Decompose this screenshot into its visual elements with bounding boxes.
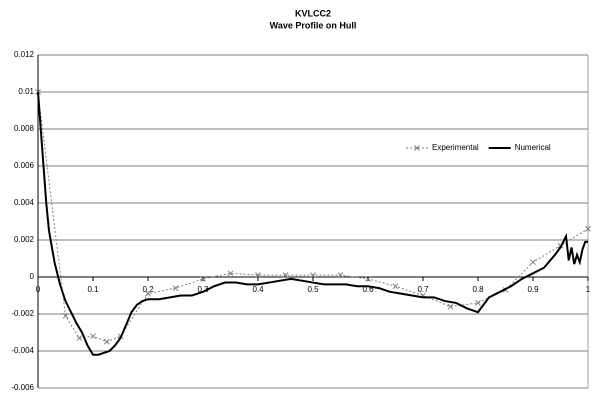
legend-label: Numerical [515,143,551,152]
data-marker [103,338,110,345]
legend-label: Experimental [432,143,479,152]
data-marker [255,272,261,279]
data-marker [172,285,179,291]
data-marker [365,275,371,282]
x-tick-label: 0.1 [87,285,99,294]
data-marker [62,312,69,319]
chart-subtitle: Wave Profile on Hull [270,20,357,30]
y-tick-label: -0.004 [11,346,34,355]
data-marker [227,270,234,277]
y-tick-label: 0.002 [14,235,35,244]
x-tick-label: 0.7 [417,285,429,294]
y-tick-label: 0 [30,272,35,281]
data-marker [200,275,206,282]
x-tick-label: 0.6 [362,285,374,294]
chart-title: KVLCC2 [295,8,331,18]
data-marker [585,226,591,232]
x-tick-label: 0.8 [472,285,484,294]
series-line [37,91,588,356]
data-marker [310,272,316,279]
y-tick-label: -0.006 [11,383,34,392]
data-marker [447,303,454,310]
x-tick-label: 0 [36,285,41,294]
x-tick-label: 1 [586,285,591,294]
x-tick-label: 0.4 [252,285,264,294]
x-tick-label: 0.3 [197,285,209,294]
data-marker [530,259,536,266]
data-marker [392,283,399,290]
y-tick-label: 0.008 [14,124,35,133]
y-tick-label: 0.004 [14,198,35,207]
data-marker [76,335,83,341]
x-tick-label: 0.5 [307,285,319,294]
data-marker [90,333,96,340]
series-line [37,91,589,343]
x-tick-label: 0.2 [142,285,154,294]
y-tick-label: 0.012 [14,50,35,59]
legend-marker [414,145,420,151]
data-marker [282,272,289,279]
x-tick-label: 0.9 [527,285,539,294]
y-tick-label: 0.006 [14,161,35,170]
y-tick-label: -0.002 [11,309,34,318]
y-tick-label: 0.01 [18,87,34,96]
data-marker [337,272,344,279]
data-marker [145,290,151,297]
data-marker [475,300,481,306]
